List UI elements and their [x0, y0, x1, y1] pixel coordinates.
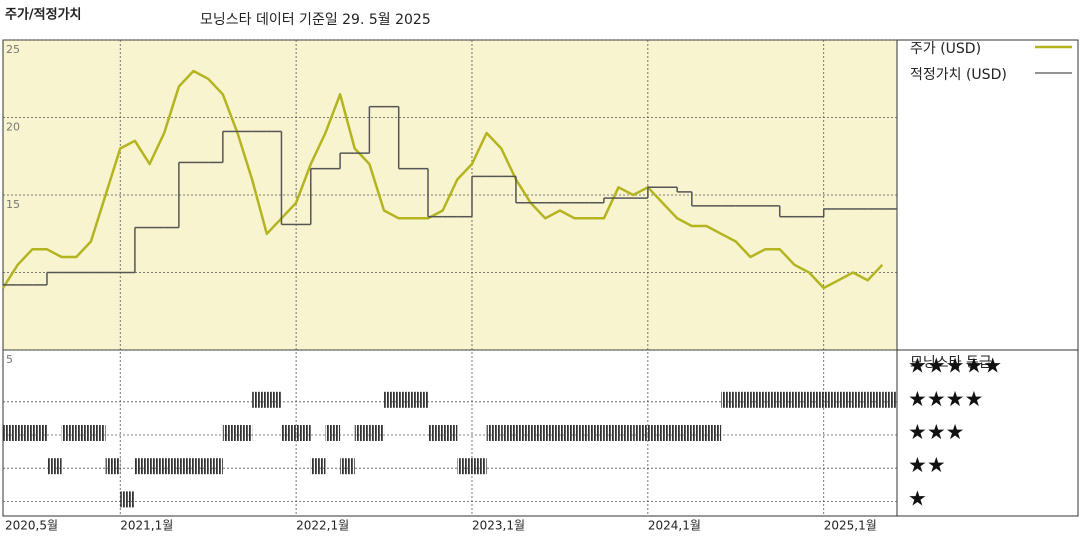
y-tick-label: 5 — [6, 353, 13, 366]
rating-bar — [296, 425, 311, 441]
rating-bar — [164, 458, 179, 475]
rating-label: ★★★ — [908, 420, 964, 444]
rating-bar — [647, 425, 663, 441]
rating-bar — [603, 425, 619, 441]
rating-bar — [76, 425, 91, 441]
rating-bar — [149, 458, 165, 475]
rating-bar — [735, 391, 751, 408]
rating-bar — [354, 425, 370, 441]
rating-bar — [222, 425, 238, 441]
rating-bar — [633, 425, 648, 441]
x-tick-label: 2025,1월 — [824, 519, 877, 533]
rating-bar — [882, 391, 897, 408]
rating-bar — [721, 391, 736, 408]
rating-bar — [310, 458, 326, 475]
rating-bar — [46, 458, 62, 475]
rating-bar — [853, 391, 868, 408]
rating-bar — [545, 425, 560, 441]
rating-bar — [32, 425, 47, 441]
rating-bar — [677, 425, 692, 441]
rating-bar — [281, 425, 297, 441]
price-line — [1, 69, 884, 290]
rating-title: 모닝스타 등급 — [910, 355, 992, 371]
rating-bar — [369, 425, 385, 441]
rating-bar — [838, 391, 854, 408]
rating-bar — [384, 391, 399, 408]
rating-bar — [471, 458, 487, 475]
rating-label: ★ — [908, 486, 927, 510]
chart-subtitle: 모닝스타 데이터 기준일 29. 5월 2025 — [200, 12, 431, 28]
rating-bar — [208, 458, 223, 475]
rating-bar — [61, 425, 77, 441]
rating-bar — [530, 425, 546, 441]
x-tick-label: 2020,5월 — [5, 519, 58, 533]
rating-bar — [17, 425, 33, 441]
rating-bar — [779, 391, 795, 408]
rating-bar — [618, 425, 634, 441]
rating-bar — [823, 391, 839, 408]
rating-bar — [589, 425, 604, 441]
rating-bar — [413, 391, 429, 408]
rating-bar — [691, 425, 707, 441]
rating-bar — [105, 458, 121, 475]
rating-bar — [178, 458, 194, 475]
x-tick-label: 2023,1월 — [472, 519, 525, 533]
y-tick-label: 25 — [6, 43, 20, 56]
rating-bar — [457, 458, 472, 475]
rating-bar — [662, 425, 678, 441]
rating-bar — [486, 425, 502, 441]
rating-bar — [340, 458, 355, 475]
rating-bar — [120, 491, 135, 508]
rating-label: ★★ — [908, 453, 946, 477]
x-tick-label: 2022,1월 — [296, 519, 349, 533]
rating-bar — [765, 391, 780, 408]
rating-label: ★★★★★ — [908, 354, 1002, 378]
rating-bar — [706, 425, 722, 441]
x-tick-label: 2021,1월 — [120, 519, 173, 533]
rating-bar — [266, 391, 282, 408]
rating-bar — [750, 391, 766, 408]
rating-bar — [193, 458, 209, 475]
rating-bar — [501, 425, 516, 441]
rating-bar — [134, 458, 150, 475]
rating-bar — [325, 425, 341, 441]
rating-bar — [90, 425, 106, 441]
rating-bar — [3, 425, 18, 441]
legend-label: 주가 (USD) — [910, 41, 981, 57]
rating-bar — [428, 425, 443, 441]
chart-title: 주가/적정가치 — [5, 7, 82, 23]
x-tick-label: 2024,1월 — [648, 519, 701, 533]
y-tick-label: 20 — [6, 121, 20, 134]
rating-bar — [809, 391, 824, 408]
rating-bar — [442, 425, 458, 441]
rating-bar — [574, 425, 590, 441]
rating-bar — [794, 391, 810, 408]
rating-bar — [252, 391, 267, 408]
rating-bar — [398, 391, 414, 408]
rating-bar — [867, 391, 883, 408]
rating-label: ★★★★ — [908, 387, 983, 411]
rating-bar — [237, 425, 253, 441]
rating-bar — [559, 425, 575, 441]
legend-label: 적정가치 (USD) — [910, 67, 1007, 83]
rating-bar — [515, 425, 531, 441]
y-tick-label: 15 — [6, 198, 20, 211]
